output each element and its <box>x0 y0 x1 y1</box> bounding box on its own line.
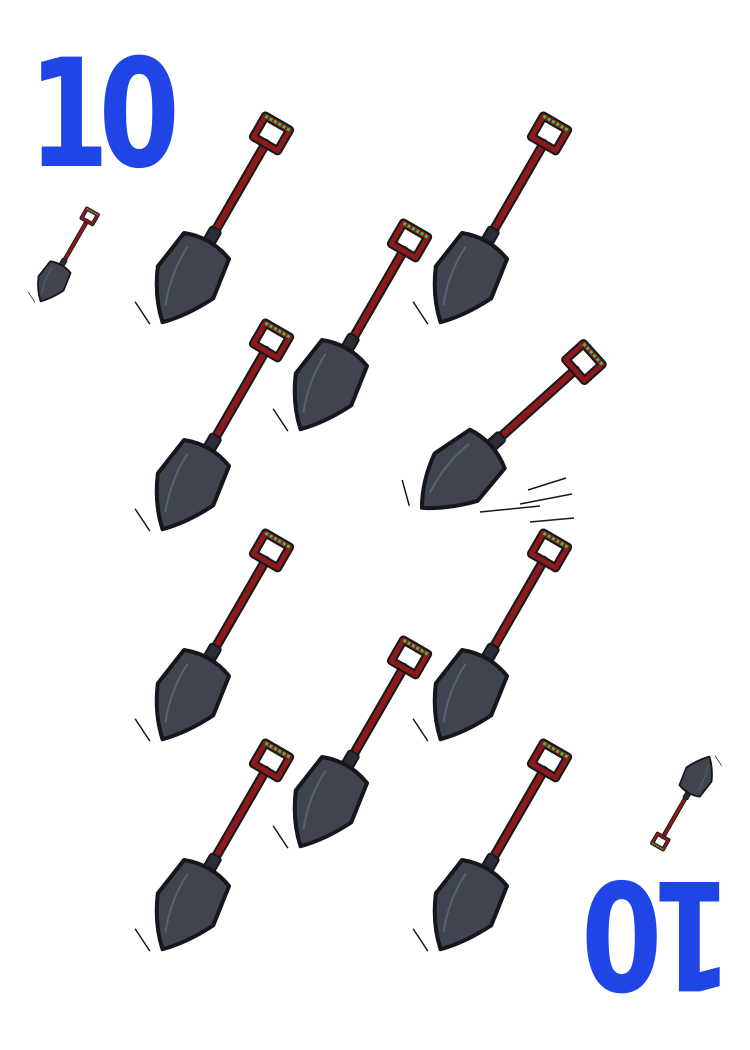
rank-top: 10 <box>28 28 180 202</box>
shovel-pip-icon <box>407 523 583 762</box>
motion-lines <box>479 477 575 523</box>
shovel-pip-icon <box>267 213 443 452</box>
shovel-pip-icon <box>129 733 305 972</box>
shovel-pip-icon <box>129 106 305 345</box>
shovel-pip-icon <box>393 329 614 537</box>
corner-shovel-bottom-icon <box>645 746 724 854</box>
shovel-pip-icon <box>129 523 305 762</box>
shovel-pip-icon <box>129 313 305 552</box>
shovel-pip-icon <box>407 106 583 345</box>
shovel-pip-icon <box>267 630 443 869</box>
shovel-pip-icon <box>407 733 583 972</box>
corner-shovel-top-icon <box>26 204 105 312</box>
